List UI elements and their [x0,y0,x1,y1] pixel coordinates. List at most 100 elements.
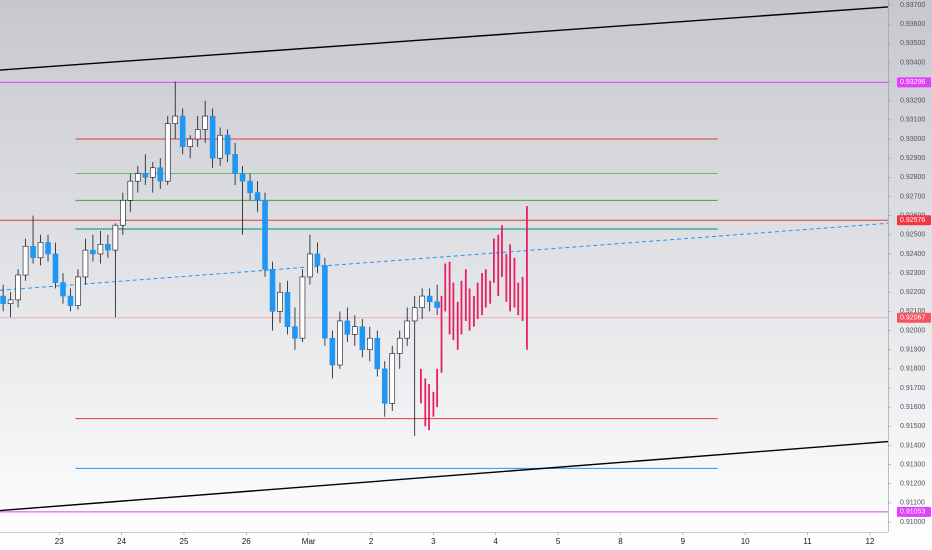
candle-body [359,326,366,350]
price-tag [897,77,931,88]
x-tick-label: 25 [180,537,189,546]
y-tick-label: 0.93200 [900,98,925,105]
y-tick-label: 0.93100 [900,117,925,124]
y-tick-label: 0.92000 [900,327,925,334]
y-tick-label: 0.91300 [900,461,925,468]
candle-body [22,245,29,276]
x-tick-label: 10 [741,537,750,546]
candle-body [314,253,321,266]
candle-body [157,167,164,182]
y-tick-label: 0.92400 [900,251,925,258]
candle-body [82,249,89,278]
candle-body [411,307,418,322]
candle-body [202,115,208,130]
candle-body [60,282,66,297]
candle-body [90,249,96,255]
y-tick-label: 0.92700 [900,193,925,200]
x-tick-label: 9 [681,537,686,546]
candle-body [337,320,343,366]
trend-line [0,222,889,291]
candle-body [239,173,246,182]
y-tick-label: 0.91700 [900,385,925,392]
price-tag-label: 0.93296 [900,79,925,86]
y-tick-label: 0.93700 [900,2,925,9]
y-tick-label: 0.92100 [900,308,925,315]
x-tick-label: 23 [55,537,64,546]
candle-body [329,337,336,366]
candle-body [52,253,59,283]
x-tick-label: 11 [803,537,812,546]
x-tick-label: 2 [369,537,374,546]
candle-body [426,295,433,303]
price-tag-label: 0.92067 [900,315,925,322]
y-tick-label: 0.92200 [900,289,925,296]
y-tick-label: 0.92800 [900,174,925,181]
y-tick-label: 0.91200 [900,481,925,488]
candle-body [164,123,171,182]
candle-body [7,299,14,305]
y-tick-label: 0.91800 [900,366,925,373]
x-tick-label: 26 [242,537,251,546]
candle-body [366,337,373,350]
candle-body [97,244,104,255]
candle-body [75,276,81,306]
candle-body [135,173,141,182]
candle-body [404,320,411,339]
candle-body [307,253,313,278]
candle-body [105,244,111,251]
x-tick-label: 8 [618,537,623,546]
candle-body [217,134,223,159]
candle-body [322,265,328,339]
candle-body [67,295,74,306]
price-tag-label: 0.92576 [900,217,925,224]
candle-body [127,180,134,201]
candle-body [352,326,358,335]
x-tick-label: 5 [556,537,561,546]
candle-body [374,337,381,370]
candle-body [187,138,193,147]
y-tick-label: 0.91900 [900,347,925,354]
x-tick-label: 24 [117,537,126,546]
candle-body [172,115,179,125]
candle-body [0,295,6,305]
y-tick-label: 0.91000 [900,519,925,526]
trend-line [0,440,889,512]
candle-body [194,129,201,140]
candle-body [419,295,425,308]
candle-body [142,173,149,178]
candle-body [120,200,126,226]
price-tag [897,506,931,517]
y-tick-label: 0.92300 [900,270,925,277]
candle-body [224,134,231,155]
candle-body [396,337,403,354]
candle-body [262,200,268,270]
candle-body [37,242,44,259]
price-tag [897,215,931,226]
y-tick-label: 0.92500 [900,232,925,239]
price-tag-label: 0.91053 [900,509,925,516]
candle-body [434,301,440,308]
candle-body [232,154,238,174]
candle-body [389,353,396,404]
y-tick-label: 0.93500 [900,40,925,47]
x-tick-label: 12 [865,537,874,546]
y-tick-label: 0.93000 [900,136,925,143]
x-tick-label: 3 [431,537,436,546]
y-tick-label: 0.91500 [900,423,925,430]
y-tick-label: 0.93600 [900,21,925,28]
candle-body [292,326,298,339]
trend-line [0,6,889,71]
y-tick-label: 0.91400 [900,442,925,449]
candle-body [30,245,36,259]
candle-body [269,268,276,312]
y-tick-label: 0.91100 [900,500,925,507]
candle-body [209,115,216,159]
y-tick-label: 0.93400 [900,59,925,66]
candle-body [254,192,261,201]
candle-body [344,320,351,335]
price-tag [897,312,931,323]
candle-body [277,291,283,312]
x-tick-label: 4 [494,537,499,546]
